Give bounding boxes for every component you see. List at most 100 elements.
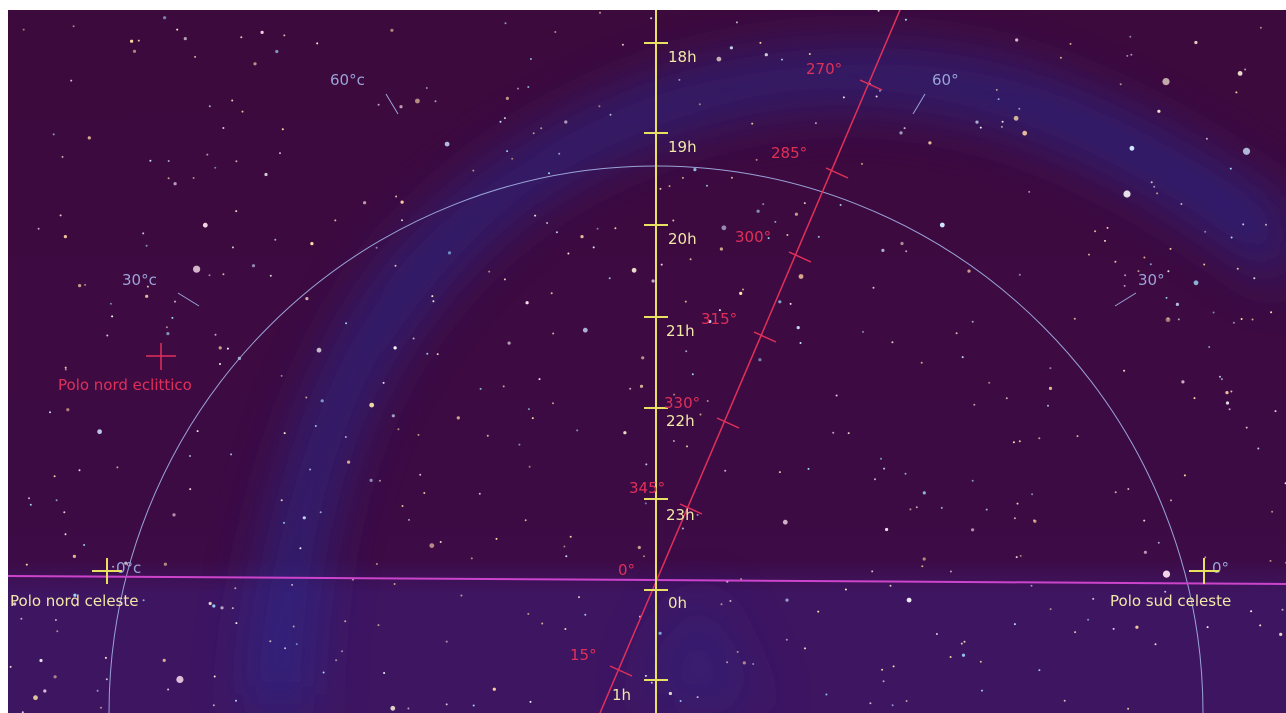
star (1204, 230, 1207, 233)
star (1269, 559, 1272, 562)
star (540, 127, 543, 130)
star (78, 469, 81, 472)
star (391, 414, 395, 418)
star (363, 201, 367, 205)
star (146, 285, 149, 288)
star (1001, 120, 1004, 123)
star (460, 594, 463, 597)
star (1236, 267, 1239, 270)
star (22, 28, 25, 31)
star (839, 204, 842, 206)
star (879, 89, 881, 92)
star (165, 326, 168, 329)
star (279, 152, 281, 155)
star (1129, 35, 1132, 38)
star (149, 159, 152, 162)
star (130, 39, 134, 43)
star (684, 300, 687, 303)
star (803, 202, 806, 205)
star (1225, 401, 1230, 405)
star (961, 356, 964, 359)
star (1271, 510, 1274, 513)
star (194, 55, 197, 58)
star (584, 613, 587, 616)
star (1016, 502, 1019, 505)
star (525, 301, 529, 305)
star (758, 358, 762, 362)
star (1228, 408, 1231, 411)
star (698, 103, 701, 106)
star (472, 704, 475, 707)
star (720, 603, 723, 606)
star (234, 587, 237, 590)
star (415, 98, 420, 104)
star (124, 561, 128, 565)
sky-view[interactable]: 18h 19h 20h 21h 22h 23h 0h 1h 270° 285° (8, 10, 1286, 713)
star (995, 88, 998, 91)
star (596, 227, 599, 230)
star (291, 583, 294, 586)
star (499, 120, 502, 123)
star (921, 565, 924, 568)
star (219, 363, 221, 365)
star (904, 18, 907, 21)
star (1123, 190, 1131, 198)
hour-label-22h: 22h (666, 412, 695, 430)
star (920, 361, 923, 364)
star (492, 687, 496, 691)
star (1126, 54, 1129, 57)
star (390, 28, 394, 32)
meridian-hour-marks: 18h 19h 20h 21h 22h 23h 0h 1h (612, 42, 697, 704)
star (883, 467, 886, 470)
star-field (9, 10, 1286, 713)
star (1162, 570, 1171, 578)
star (488, 270, 491, 273)
star (472, 169, 475, 172)
star (212, 704, 215, 707)
star (63, 235, 67, 239)
star (862, 330, 864, 333)
star (644, 674, 647, 677)
star (874, 478, 876, 481)
star (283, 34, 286, 37)
star (558, 152, 561, 155)
star (1274, 410, 1277, 413)
star (538, 378, 541, 381)
star (1170, 499, 1172, 502)
star (1194, 40, 1198, 45)
star (241, 110, 244, 113)
star (280, 374, 283, 377)
star (554, 31, 557, 33)
star (56, 630, 59, 633)
star (395, 195, 398, 198)
star (650, 681, 653, 684)
star (979, 660, 982, 663)
star (213, 675, 216, 678)
star (975, 120, 979, 124)
star (877, 10, 880, 12)
star (302, 516, 306, 520)
star (528, 465, 531, 468)
star (963, 640, 966, 643)
star (578, 596, 580, 599)
star (517, 87, 519, 90)
star (78, 284, 82, 288)
star (1074, 631, 1077, 634)
star (295, 643, 298, 646)
star (658, 631, 662, 635)
star (96, 689, 99, 692)
star (1150, 181, 1153, 184)
star (1013, 517, 1016, 520)
star (235, 699, 237, 702)
star (736, 650, 739, 653)
star (319, 511, 322, 514)
star (202, 222, 208, 228)
ecliptic-label-315: 315° (701, 310, 737, 328)
star (729, 600, 732, 602)
star (1205, 137, 1208, 140)
sky-chart[interactable]: 18h 19h 20h 21h 22h 23h 0h 1h 270° 285° (8, 10, 1286, 713)
star (598, 105, 601, 108)
star (29, 503, 32, 506)
star (235, 210, 238, 213)
star (1154, 643, 1157, 646)
